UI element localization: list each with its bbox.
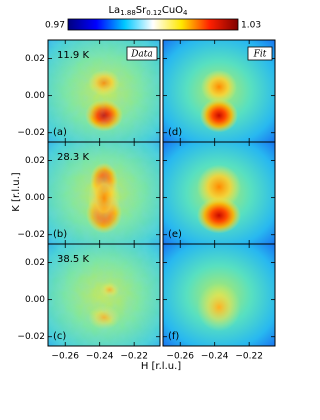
heatmap: [163, 244, 275, 346]
panel-frame: [162, 243, 276, 347]
intensity-blob: [201, 69, 237, 104]
panel-label: (e): [168, 229, 182, 240]
tag-box: [126, 46, 158, 61]
panel-label: (b): [53, 229, 67, 240]
x-tick-label: −0.22: [120, 352, 148, 362]
x-tick-label: −0.24: [201, 352, 229, 362]
tag-box: [247, 46, 273, 61]
y-tick-label: 0.02: [25, 156, 45, 166]
y-tick-label: 0.00: [25, 193, 45, 203]
tag: Fit: [253, 50, 267, 60]
temperature: 28.3 K: [57, 152, 89, 163]
colorbar-tick-label: 0.97: [45, 21, 65, 31]
temperature: 11.9 K: [57, 50, 89, 61]
y-tick-label: 0.00: [25, 91, 45, 101]
figure: La1.88Sr0.12CuO4 H [r.l.u.] K [r.l.u.] 0…: [11, 5, 276, 372]
intensity-blob: [200, 98, 238, 133]
intensity-blob: [197, 164, 241, 209]
heatmap: [163, 142, 275, 244]
title-text: Sr: [136, 5, 147, 16]
heatmap: [48, 244, 160, 346]
y-tick-label: 0.02: [25, 54, 45, 64]
title-subscript: 4: [183, 9, 188, 17]
x-tick-label: −0.26: [51, 352, 79, 362]
intensity-blob: [197, 283, 241, 332]
y-tick-label: −0.02: [17, 128, 45, 138]
y-tick-label: −0.02: [17, 230, 45, 240]
panel-label: (c): [53, 331, 66, 342]
x-axis-label: H [r.l.u.]: [141, 361, 181, 372]
y-tick-label: −0.02: [17, 332, 45, 342]
temperature: 38.5 K: [57, 254, 89, 265]
intensity-blob: [197, 197, 241, 234]
colorbar-title: La1.88Sr0.12CuO4: [108, 5, 188, 17]
heatmap: [48, 142, 160, 244]
noise: [48, 244, 160, 346]
panel-label: (a): [53, 127, 67, 138]
heatmap: [163, 40, 275, 142]
y-tick-label: 0.00: [25, 295, 45, 305]
colorbar-tick-label: 1.03: [241, 21, 261, 31]
x-tick-label: −0.26: [166, 352, 194, 362]
title-text: La: [108, 5, 120, 16]
x-tick-label: −0.24: [86, 352, 114, 362]
title-subscript: 1.88: [120, 9, 136, 17]
title-subscript: 0.12: [146, 9, 162, 17]
tag: Data: [130, 50, 153, 60]
x-tick-label: −0.22: [235, 352, 263, 362]
noise: [48, 142, 160, 244]
panel-frame: [47, 243, 161, 347]
y-axis-label: K [r.l.u.]: [11, 172, 22, 211]
y-tick-label: 0.02: [25, 258, 45, 268]
panel-label: (d): [168, 127, 182, 138]
title-text: CuO: [162, 5, 183, 16]
panel-label: (f): [168, 331, 179, 342]
colorbar: [67, 18, 239, 31]
